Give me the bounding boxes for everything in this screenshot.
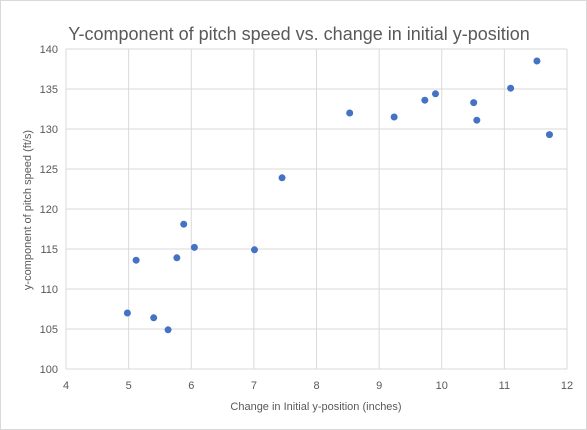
x-tick-label: 12 — [561, 380, 573, 392]
gridlines — [65, 48, 568, 370]
data-point — [473, 116, 481, 124]
data-point — [132, 256, 140, 264]
data-point — [533, 57, 541, 65]
x-tick-label: 6 — [188, 380, 194, 392]
y-tick-label: 130 — [40, 124, 58, 136]
data-point — [150, 314, 158, 322]
data-point — [173, 254, 181, 262]
data-point — [507, 84, 515, 92]
x-tick-label: 4 — [63, 380, 69, 392]
data-points — [123, 57, 553, 334]
x-tick-label: 9 — [376, 380, 382, 392]
data-point — [251, 246, 259, 254]
y-tick-label: 110 — [40, 284, 58, 296]
x-tick-label: 7 — [251, 380, 257, 392]
chart-title: Y-component of pitch speed vs. change in… — [68, 24, 530, 44]
x-tick-label: 10 — [436, 380, 448, 392]
data-point — [278, 174, 286, 182]
x-tick-label: 11 — [499, 380, 510, 392]
x-axis-tick-labels: 4 5 6 7 8 9 10 11 12 — [63, 380, 573, 392]
x-tick-label: 5 — [126, 380, 132, 392]
y-tick-label: 115 — [40, 244, 58, 256]
y-axis-tick-labels: 100 105 110 115 120 125 130 135 140 — [40, 44, 58, 376]
y-axis-title: y-component of pitch speed (ft/s) — [22, 130, 34, 290]
y-tick-label: 120 — [40, 204, 58, 216]
y-tick-label: 105 — [40, 324, 58, 336]
data-point — [545, 131, 553, 139]
data-point — [190, 243, 198, 251]
data-point — [164, 326, 172, 334]
x-tick-label: 8 — [313, 380, 319, 392]
data-point — [421, 96, 429, 104]
data-point — [123, 309, 131, 317]
data-point — [470, 99, 478, 107]
y-tick-label: 125 — [40, 164, 58, 176]
data-point — [346, 109, 354, 117]
y-tick-label: 140 — [40, 44, 58, 56]
data-point — [390, 113, 398, 121]
data-point — [431, 90, 439, 98]
y-tick-label: 135 — [40, 84, 58, 96]
x-axis-title: Change in Initial y-position (inches) — [230, 401, 401, 413]
y-tick-label: 100 — [40, 364, 58, 376]
data-point — [180, 220, 188, 228]
